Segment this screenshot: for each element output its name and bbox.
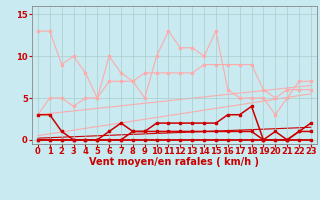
- X-axis label: Vent moyen/en rafales ( km/h ): Vent moyen/en rafales ( km/h ): [89, 157, 260, 167]
